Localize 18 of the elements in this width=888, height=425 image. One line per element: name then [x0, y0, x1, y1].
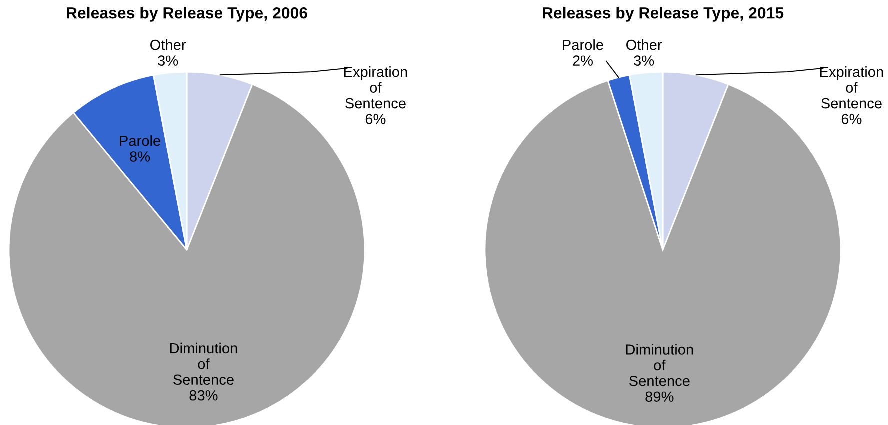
data-label: 83%: [190, 390, 218, 401]
data-label: 8%: [130, 152, 150, 162]
slice-label: Parole: [563, 40, 604, 50]
data-label: 3%: [634, 56, 654, 66]
slice-label: Parole: [120, 135, 160, 146]
chart-title: Releases by Release Type, 2015: [543, 7, 784, 22]
data-label: 6%: [366, 114, 386, 124]
slice-label: Expiration of Sentence: [820, 66, 884, 109]
slice-label: Diminution of Sentence: [170, 342, 238, 386]
data-label: 89%: [646, 392, 674, 402]
slice-label: Expiration of Sentence: [344, 66, 408, 109]
data-label: 2%: [573, 56, 593, 66]
chart-title: Releases by Release Type, 2006: [67, 7, 308, 22]
slice-label: Other: [626, 40, 662, 50]
data-label: 6%: [842, 114, 862, 124]
data-label: 3%: [158, 56, 178, 66]
slice-label: Other: [150, 40, 186, 50]
slice-label: Diminution of Sentence: [626, 344, 694, 386]
